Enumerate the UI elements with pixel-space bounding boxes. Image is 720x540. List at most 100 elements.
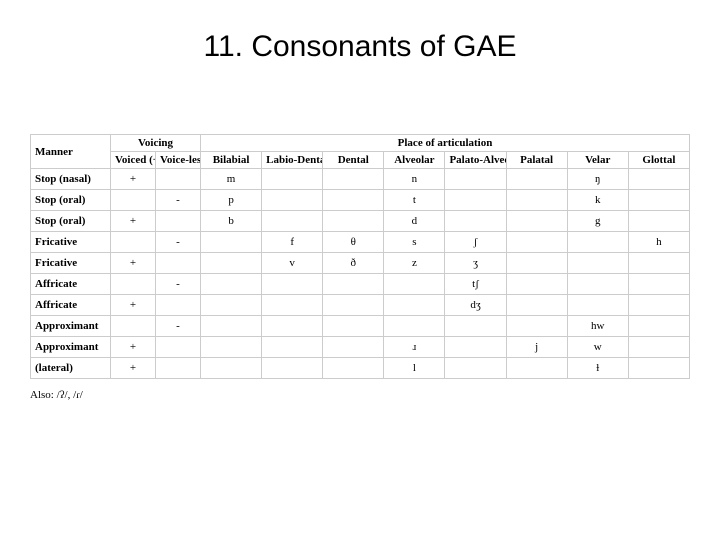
manner-cell: Approximant <box>31 337 111 358</box>
phoneme-cell: ŋ <box>567 169 628 190</box>
phoneme-cell <box>323 190 384 211</box>
table-row: Stop (nasal)+mnŋ <box>31 169 690 190</box>
phoneme-cell: z <box>384 253 445 274</box>
phoneme-cell <box>628 316 689 337</box>
hdr-place-3: Alveolar <box>384 152 445 169</box>
voiced-cell <box>111 190 156 211</box>
phoneme-cell: l <box>384 358 445 379</box>
hdr-place: Place of articulation <box>201 135 690 152</box>
voiced-cell <box>111 232 156 253</box>
phoneme-cell <box>506 232 567 253</box>
hdr-place-2: Dental <box>323 152 384 169</box>
phoneme-cell: w <box>567 337 628 358</box>
manner-cell: Stop (oral) <box>31 211 111 232</box>
phoneme-cell <box>384 295 445 316</box>
phoneme-cell: tʃ <box>445 274 506 295</box>
manner-cell: Approximant <box>31 316 111 337</box>
phoneme-cell <box>445 358 506 379</box>
phoneme-cell <box>201 316 262 337</box>
hdr-manner: Manner <box>31 135 111 169</box>
voiced-cell <box>111 316 156 337</box>
phoneme-cell <box>262 358 323 379</box>
phoneme-cell: s <box>384 232 445 253</box>
voiceless-cell: - <box>156 316 201 337</box>
phoneme-cell <box>323 211 384 232</box>
phoneme-cell <box>628 211 689 232</box>
phoneme-cell <box>201 274 262 295</box>
phoneme-cell <box>323 295 384 316</box>
hdr-place-0: Bilabial <box>201 152 262 169</box>
table-row: Fricative+ vðzʒ <box>31 253 690 274</box>
phoneme-cell <box>628 358 689 379</box>
phoneme-cell: n <box>384 169 445 190</box>
phoneme-cell: ʒ <box>445 253 506 274</box>
phoneme-cell <box>262 274 323 295</box>
voiceless-cell: - <box>156 190 201 211</box>
voiced-cell: + <box>111 211 156 232</box>
phoneme-cell: hw <box>567 316 628 337</box>
table-row: Stop (oral)+bdg <box>31 211 690 232</box>
voiced-cell: + <box>111 253 156 274</box>
phoneme-cell <box>262 295 323 316</box>
voiceless-cell <box>156 253 201 274</box>
phoneme-cell <box>628 253 689 274</box>
phoneme-cell <box>262 211 323 232</box>
phoneme-cell <box>323 274 384 295</box>
footnote: Also: /ʔ/, /ɾ/ <box>30 389 690 401</box>
phoneme-cell <box>384 274 445 295</box>
hdr-voiceless: Voice-less (-) <box>156 152 201 169</box>
phoneme-cell <box>201 232 262 253</box>
phoneme-cell: f <box>262 232 323 253</box>
phoneme-cell <box>506 295 567 316</box>
phoneme-cell <box>445 316 506 337</box>
table-row: Fricative-fθsʃh <box>31 232 690 253</box>
phoneme-cell <box>445 190 506 211</box>
phoneme-cell <box>506 190 567 211</box>
phoneme-cell <box>384 316 445 337</box>
phoneme-cell <box>628 169 689 190</box>
phoneme-cell: dʒ <box>445 295 506 316</box>
hdr-place-4: Palato-Alveolar <box>445 152 506 169</box>
phoneme-cell <box>567 232 628 253</box>
phoneme-cell: ʃ <box>445 232 506 253</box>
manner-cell: Fricative <box>31 232 111 253</box>
phoneme-cell: v <box>262 253 323 274</box>
phoneme-cell <box>201 295 262 316</box>
slide-title: 11. Consonants of GAE <box>30 30 690 64</box>
manner-cell: (lateral) <box>31 358 111 379</box>
hdr-place-5: Palatal <box>506 152 567 169</box>
phoneme-cell <box>262 169 323 190</box>
hdr-voicing: Voicing <box>111 135 201 152</box>
phoneme-cell: p <box>201 190 262 211</box>
manner-cell: Fricative <box>31 253 111 274</box>
phoneme-cell: ð <box>323 253 384 274</box>
table-row: (lateral)+lɫ <box>31 358 690 379</box>
phoneme-cell <box>506 274 567 295</box>
phoneme-cell <box>323 169 384 190</box>
phoneme-cell <box>628 295 689 316</box>
phoneme-cell <box>323 358 384 379</box>
manner-cell: Affricate <box>31 274 111 295</box>
phoneme-cell <box>445 211 506 232</box>
voiceless-cell <box>156 337 201 358</box>
phoneme-cell <box>262 190 323 211</box>
table-row: Affricate-tʃ <box>31 274 690 295</box>
voiceless-cell <box>156 169 201 190</box>
table-row: Affricate+dʒ <box>31 295 690 316</box>
phoneme-cell <box>262 316 323 337</box>
manner-cell: Stop (nasal) <box>31 169 111 190</box>
phoneme-cell <box>201 337 262 358</box>
phoneme-cell: h <box>628 232 689 253</box>
phoneme-cell: k <box>567 190 628 211</box>
manner-cell: Stop (oral) <box>31 190 111 211</box>
phoneme-cell <box>201 358 262 379</box>
table-row: Approximant - hw <box>31 316 690 337</box>
phoneme-cell <box>628 190 689 211</box>
phoneme-cell <box>323 337 384 358</box>
phoneme-cell: ɹ <box>384 337 445 358</box>
consonant-table: Manner Voicing Place of articulation Voi… <box>30 134 690 379</box>
phoneme-cell <box>506 253 567 274</box>
phoneme-cell <box>506 316 567 337</box>
phoneme-cell <box>567 253 628 274</box>
voiceless-cell: - <box>156 232 201 253</box>
